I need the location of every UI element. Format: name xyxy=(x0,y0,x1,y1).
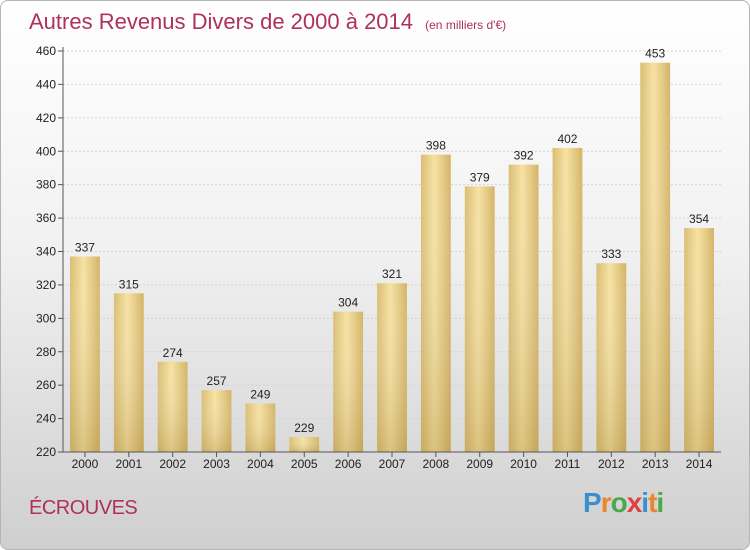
y-tick-label: 420 xyxy=(36,111,56,125)
bar-shade xyxy=(420,154,451,452)
bar-value-label: 333 xyxy=(601,247,621,261)
commune-name: ÉCROUVES xyxy=(29,497,138,519)
logo-letter: o xyxy=(610,487,628,518)
x-tick-label: 2004 xyxy=(247,457,274,471)
bar-shade xyxy=(552,147,583,453)
bar-shade xyxy=(333,311,364,452)
bar-value-label: 379 xyxy=(470,170,490,184)
logo-letter: t xyxy=(648,487,657,518)
bar-value-label: 337 xyxy=(75,241,95,255)
y-tick-label: 260 xyxy=(36,378,56,392)
x-tick-label: 2011 xyxy=(555,457,581,471)
x-axis: 2000 2001 2002 2003 2004 2005 2006 2007 2008 2009… xyxy=(63,451,721,471)
bar-shade xyxy=(245,403,276,452)
logo-letter: r xyxy=(600,487,612,518)
bar-shade xyxy=(289,436,320,452)
bar-value-label: 257 xyxy=(207,374,227,388)
bar-shade xyxy=(640,62,671,453)
y-tick-label: 340 xyxy=(36,245,56,259)
bar-value-label: 354 xyxy=(689,212,709,226)
bar-value-label: 315 xyxy=(119,277,139,291)
bar-value-label: 321 xyxy=(382,267,402,281)
y-tick-label: 400 xyxy=(36,144,56,158)
bar-value-label: 453 xyxy=(645,47,665,61)
bars: 337 315 274 257 249 229 304 321 398 379 392 402 333 4… xyxy=(70,47,714,453)
logo-letter: i xyxy=(641,487,649,518)
y-tick-label: 380 xyxy=(36,178,56,192)
bar-value-label: 249 xyxy=(250,388,270,402)
bar-value-label: 392 xyxy=(514,149,534,163)
x-tick-label: 2000 xyxy=(72,457,99,471)
y-tick-label: 220 xyxy=(36,445,56,459)
x-tick-label: 2007 xyxy=(379,457,406,471)
x-tick-label: 2002 xyxy=(159,457,186,471)
x-tick-label: 2013 xyxy=(642,457,669,471)
y-tick-label: 360 xyxy=(36,211,56,225)
chart-unit: (en milliers d'€) xyxy=(425,18,507,32)
y-tick-label: 320 xyxy=(36,278,56,292)
x-tick-label: 2003 xyxy=(203,457,230,471)
x-tick-label: 2010 xyxy=(510,457,537,471)
bar-shade xyxy=(113,293,144,452)
x-tick-label: 2008 xyxy=(423,457,450,471)
y-tick-label: 460 xyxy=(36,44,56,58)
y-tick-label: 300 xyxy=(36,311,56,325)
x-tick-label: 2006 xyxy=(335,457,362,471)
x-tick-label: 2012 xyxy=(598,457,625,471)
logo-letter: P xyxy=(583,487,602,518)
bar-shade xyxy=(377,283,407,452)
bar-value-label: 398 xyxy=(426,139,446,153)
bar-value-label: 304 xyxy=(338,296,358,310)
bar-value-label: 402 xyxy=(557,132,577,146)
x-tick-label: 2005 xyxy=(291,457,318,471)
x-tick-label: 2014 xyxy=(686,457,713,471)
proxiti-logo: Proxiti xyxy=(583,487,664,519)
bar-shade xyxy=(684,228,714,452)
chart-title-text: Autres Revenus Divers de 2000 à 2014 xyxy=(29,9,414,34)
logo-letter: i xyxy=(656,487,664,518)
y-tick-label: 280 xyxy=(36,345,56,359)
bar-shade xyxy=(596,263,627,452)
y-tick-label: 440 xyxy=(36,77,56,91)
bar-shade xyxy=(464,186,495,452)
y-tick-label: 240 xyxy=(36,412,56,426)
chart-title: Autres Revenus Divers de 2000 à 2014 (en… xyxy=(29,9,506,35)
logo-letter: x xyxy=(626,487,643,518)
bar-shade xyxy=(157,361,188,452)
bar-shade xyxy=(201,390,232,452)
bar-value-label: 274 xyxy=(163,346,183,360)
bar-shade xyxy=(508,164,539,452)
x-tick-label: 2001 xyxy=(115,457,142,471)
bar-value-label: 229 xyxy=(294,421,314,435)
bar-shade xyxy=(70,256,100,452)
y-axis: 220 240 260 280 300 320 340 360 380 400 420 440 460 xyxy=(36,44,64,459)
x-tick-label: 2009 xyxy=(466,457,493,471)
